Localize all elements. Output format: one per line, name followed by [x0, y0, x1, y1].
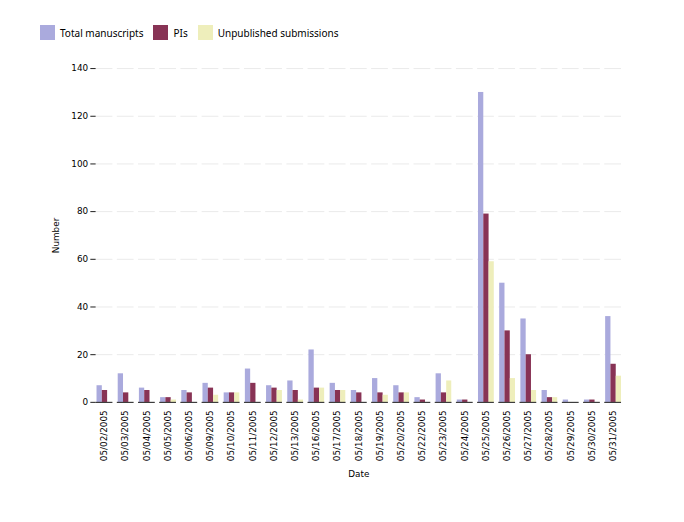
svg-text:05/24/2005: 05/24/2005 [460, 410, 470, 461]
svg-text:05/12/2005: 05/12/2005 [269, 410, 279, 461]
svg-text:05/02/2005: 05/02/2005 [99, 410, 109, 461]
svg-text:05/06/2005: 05/06/2005 [184, 410, 194, 461]
svg-text:05/26/2005: 05/26/2005 [502, 410, 512, 461]
svg-text:05/18/2005: 05/18/2005 [354, 410, 364, 461]
svg-text:40: 40 [77, 302, 89, 312]
svg-text:140: 140 [71, 63, 88, 73]
svg-text:80: 80 [77, 206, 89, 216]
svg-text:05/23/2005: 05/23/2005 [438, 410, 448, 461]
svg-text:05/29/2005: 05/29/2005 [566, 410, 576, 461]
svg-text:60: 60 [77, 254, 89, 264]
svg-text:0: 0 [83, 397, 89, 407]
svg-text:20: 20 [77, 350, 89, 360]
svg-text:Date: Date [348, 469, 369, 479]
svg-text:05/04/2005: 05/04/2005 [142, 410, 152, 461]
html-text:Unpublished submissions: Unpublished submissions [217, 25, 339, 40]
svg-text:05/11/2005: 05/11/2005 [248, 410, 258, 461]
svg-text:05/25/2005: 05/25/2005 [481, 410, 491, 461]
svg-text:05/22/2005: 05/22/2005 [417, 410, 427, 461]
svg-text:05/13/2005: 05/13/2005 [290, 410, 300, 461]
svg-text:05/19/2005: 05/19/2005 [375, 410, 385, 461]
svg-text:05/09/2005: 05/09/2005 [205, 410, 215, 461]
svg-text:05/31/2005: 05/31/2005 [608, 410, 618, 461]
svg-text:120: 120 [71, 111, 88, 121]
svg-text:Number: Number [51, 217, 61, 253]
html-text:Total manuscripts: Total manuscripts [60, 25, 144, 40]
svg-text:05/20/2005: 05/20/2005 [396, 410, 406, 461]
svg-text:05/30/2005: 05/30/2005 [587, 410, 597, 461]
svg-text:05/16/2005: 05/16/2005 [311, 410, 321, 461]
svg-text:05/03/2005: 05/03/2005 [120, 410, 130, 461]
html-text:PIs: PIs [173, 25, 188, 40]
svg-text:100: 100 [71, 159, 88, 169]
svg-text:05/05/2005: 05/05/2005 [163, 410, 173, 461]
svg-text:05/27/2005: 05/27/2005 [523, 410, 533, 461]
svg-text:05/17/2005: 05/17/2005 [332, 410, 342, 461]
svg-text:05/28/2005: 05/28/2005 [544, 410, 554, 461]
svg-text:05/10/2005: 05/10/2005 [226, 410, 236, 461]
